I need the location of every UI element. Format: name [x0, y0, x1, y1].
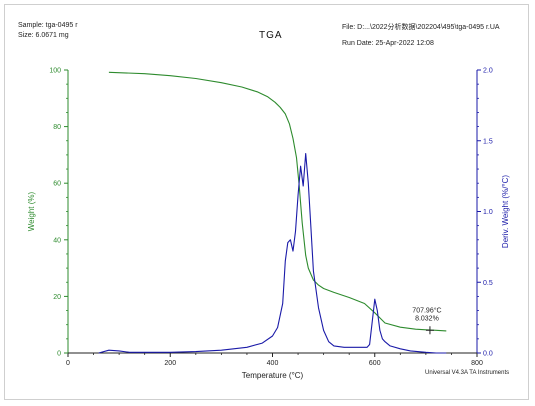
size-label: Size: 6.0671 mg	[18, 32, 69, 39]
y-tick-label-left: 60	[53, 181, 61, 188]
software-label: Universal V4.3A TA Instruments	[425, 370, 510, 376]
x-tick-label: 600	[369, 360, 381, 367]
x-axis-label: Temperature (°C)	[242, 371, 304, 380]
y-axis-label-left: Weight (%)	[27, 191, 36, 231]
x-tick-label: 800	[471, 360, 483, 367]
weight-series-line	[108, 71, 447, 332]
x-tick-label: 200	[164, 360, 176, 367]
annotation-temperature: 707.96°C	[412, 306, 441, 314]
y-tick-label-right: 0.5	[483, 280, 493, 287]
y-tick-label-right: 1.0	[483, 209, 493, 216]
run-date-label: Run Date: 25-Apr-2022 12:08	[342, 40, 434, 47]
x-tick-label: 0	[66, 360, 70, 367]
file-label: File: D:...\2022分析数据\202204\495\tga-0495…	[342, 24, 500, 31]
sample-label: Sample: tga-0495 r	[18, 22, 78, 29]
y-tick-label-left: 20	[53, 294, 61, 301]
y-axis-label-right: Deriv. Weight (%/°C)	[501, 175, 510, 248]
y-tick-label-right: 0.0	[483, 351, 493, 358]
y-tick-label-left: 80	[53, 124, 61, 131]
x-tick-label: 400	[267, 360, 279, 367]
y-tick-label-right: 1.5	[483, 138, 493, 145]
y-tick-label-left: 0	[57, 351, 61, 358]
y-tick-label-left: 40	[53, 237, 61, 244]
chart-frame	[4, 4, 529, 400]
chart-title: TGA	[259, 30, 283, 41]
y-tick-label-left: 100	[49, 68, 61, 75]
y-tick-label-right: 2.0	[483, 68, 493, 75]
annotation-weight: 8.032%	[415, 315, 439, 322]
deriv-series-line	[98, 152, 447, 354]
